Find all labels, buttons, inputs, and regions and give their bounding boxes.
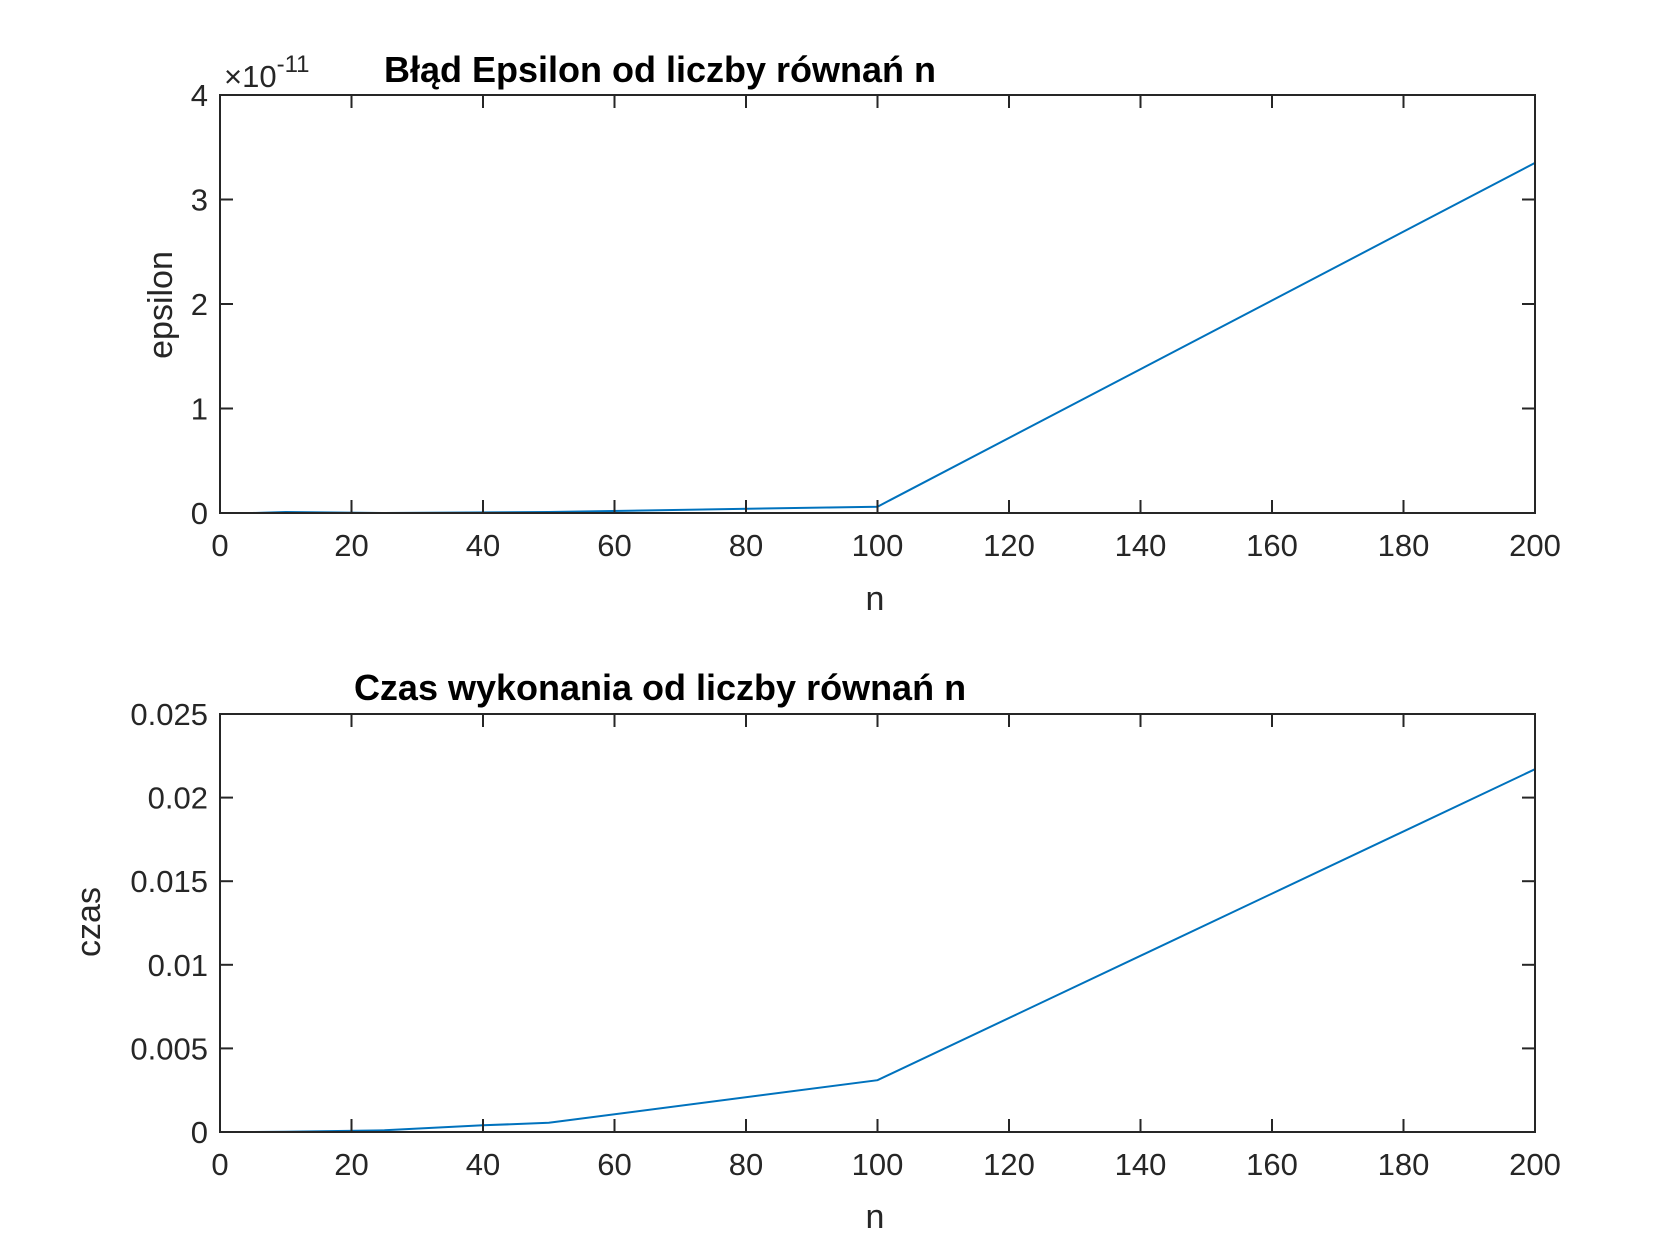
x-tick-label: 140 [1115, 528, 1167, 563]
x-tick-label: 140 [1115, 1147, 1167, 1182]
y-axis-label: epsilon [142, 251, 180, 359]
x-tick-label: 120 [983, 1147, 1035, 1182]
x-tick-label: 0 [211, 1147, 228, 1182]
y-tick-label: 0 [191, 1115, 208, 1150]
epsilon-subplot: Błąd Epsilon od liczby równań n ×10-11 n… [142, 49, 1561, 618]
x-tick-label: 0 [211, 528, 228, 563]
x-tick-label: 40 [466, 1147, 500, 1182]
x-tick-label: 60 [597, 1147, 631, 1182]
x-tick-label: 40 [466, 528, 500, 563]
y-tick-label: 0.005 [130, 1031, 208, 1066]
x-tick-label: 20 [334, 1147, 368, 1182]
y-tick-label: 0.015 [130, 864, 208, 899]
x-axis-label: n [866, 580, 885, 618]
y-tick-label: 0 [191, 496, 208, 531]
x-tick-label: 80 [729, 1147, 763, 1182]
y-tick-label: 3 [191, 183, 208, 218]
x-tick-label: 160 [1246, 528, 1298, 563]
x-tick-label: 200 [1509, 528, 1561, 563]
czas-subplot: Czas wykonania od liczby równań n n czas… [70, 667, 1561, 1236]
x-tick-label: 100 [852, 528, 904, 563]
x-tick-label: 160 [1246, 1147, 1298, 1182]
y-tick-label: 4 [191, 78, 208, 113]
x-tick-label: 60 [597, 528, 631, 563]
y-tick-label: 0.01 [148, 948, 208, 983]
y-exponent-label: ×10-11 [224, 51, 310, 94]
chart-title: Błąd Epsilon od liczby równań n [384, 49, 936, 90]
y-tick-label: 0.02 [148, 781, 208, 816]
x-tick-label: 120 [983, 528, 1035, 563]
x-axis-label: n [866, 1198, 885, 1236]
x-tick-label: 180 [1378, 1147, 1430, 1182]
y-axis-label: czas [70, 887, 108, 957]
chart-title: Czas wykonania od liczby równań n [354, 667, 966, 708]
x-tick-label: 100 [852, 1147, 904, 1182]
x-tick-label: 200 [1509, 1147, 1561, 1182]
x-tick-label: 180 [1378, 528, 1430, 563]
x-tick-label: 20 [334, 528, 368, 563]
y-tick-label: 2 [191, 287, 208, 322]
y-tick-label: 0.025 [130, 697, 208, 732]
x-tick-label: 80 [729, 528, 763, 563]
y-tick-label: 1 [191, 392, 208, 427]
